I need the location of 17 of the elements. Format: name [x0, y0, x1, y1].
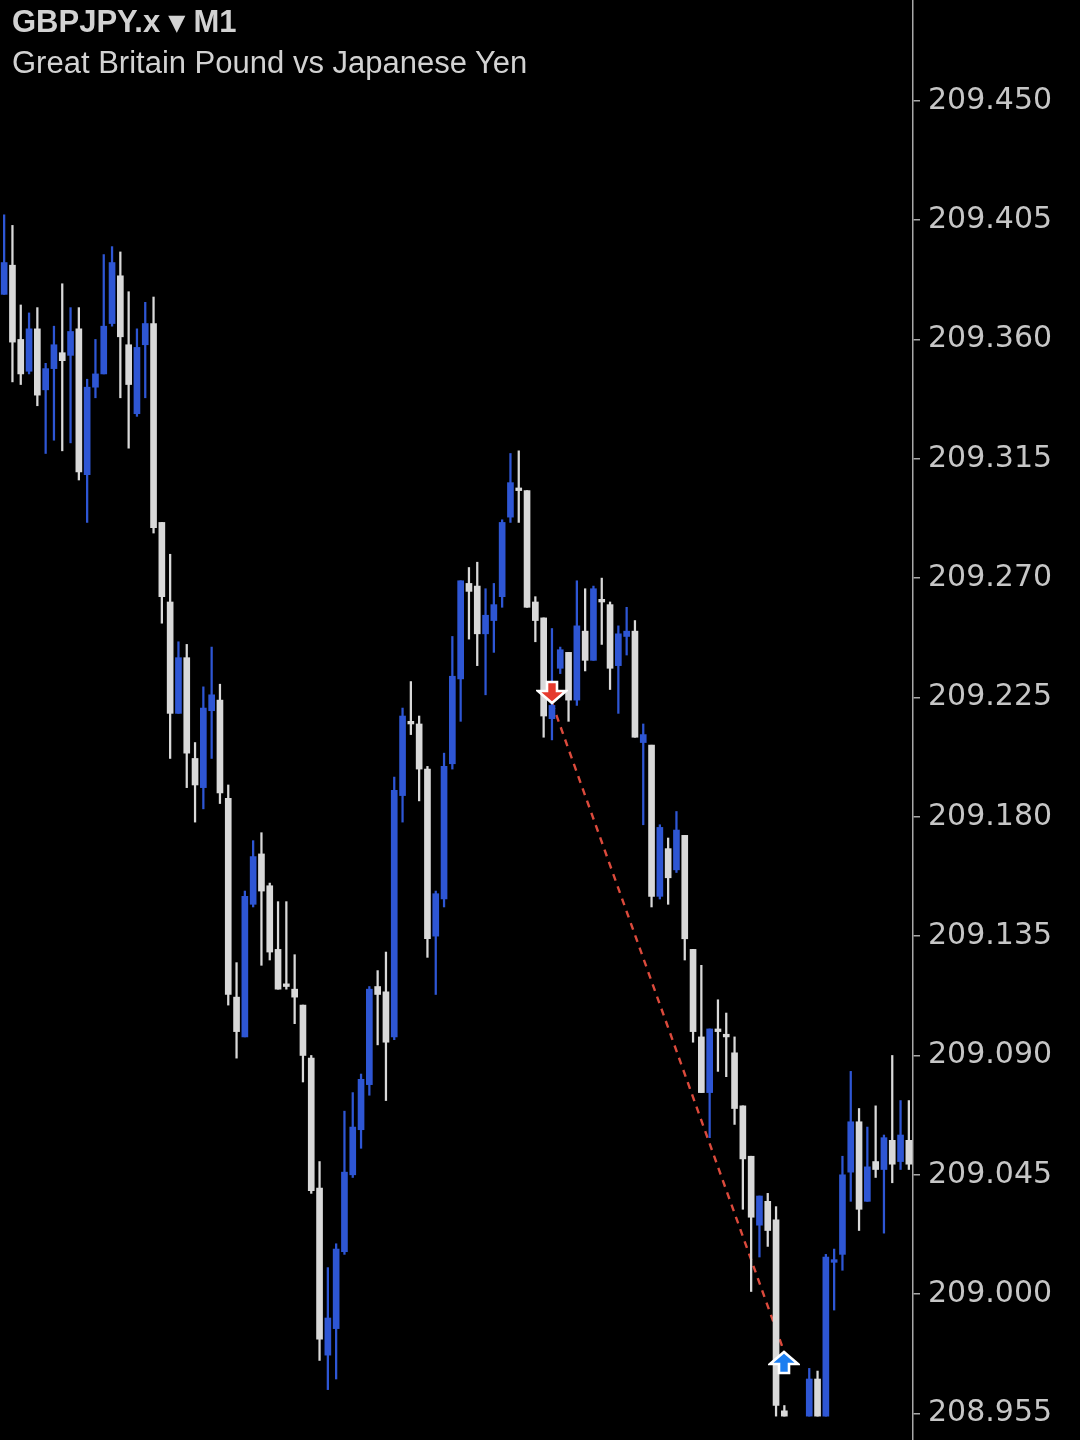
y-tick-label: 209.450	[928, 80, 1053, 116]
candlestick	[67, 307, 74, 444]
candlestick	[92, 339, 99, 399]
y-tick-label: 208.955	[928, 1393, 1053, 1429]
y-tick-label: 209.045	[928, 1154, 1053, 1190]
chart-title: GBPJPY.x ▾ M1	[12, 4, 237, 40]
y-tick-label: 209.135	[928, 915, 1053, 951]
y-tick-label: 209.405	[928, 199, 1053, 235]
y-tick-label: 209.180	[928, 796, 1053, 832]
text: Great Britain Pound vs Japanese Yen	[12, 45, 528, 81]
y-tick-label: 209.000	[928, 1273, 1053, 1309]
y-tick-label: 209.225	[928, 677, 1053, 713]
y-tick-label: 209.270	[928, 557, 1053, 593]
candlestick	[482, 588, 489, 696]
y-tick-label: 209.090	[928, 1035, 1053, 1071]
y-tick-label: 209.315	[928, 438, 1053, 474]
y-tick-label: 209.360	[928, 319, 1053, 355]
